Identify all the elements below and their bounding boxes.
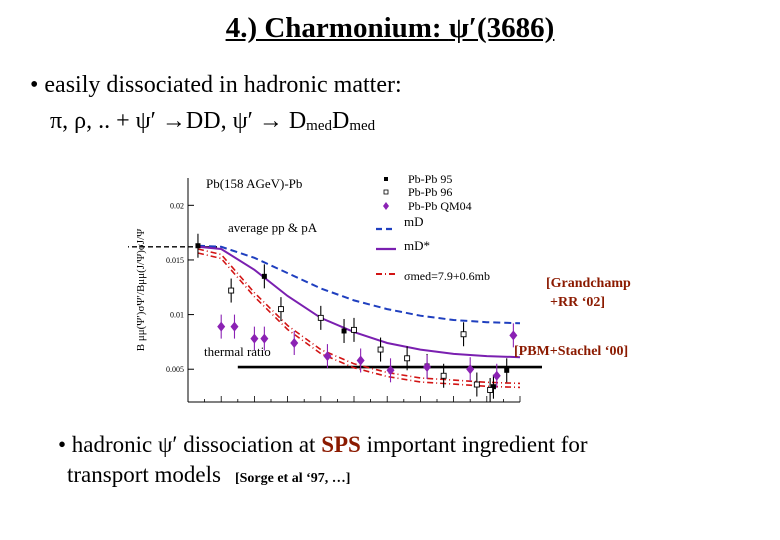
curve-dashed [197,244,521,325]
reference-pbm-stachel: [PBM+Stachel ‘00] [514,344,629,359]
point-pbpb96 [440,372,447,379]
y-ticks: 0.02 0.015 0.01 0.005 [166,201,521,402]
y-axis-label: B μμ(Ψ′)σΨ′/Bμμ(J/Ψ)σJ/Ψ [135,228,147,351]
sps-highlight: SPS [321,432,361,457]
point-qm04 [250,333,259,344]
point-pbpb96 [228,287,235,294]
thermal-ratio-label: thermal ratio [204,344,271,359]
transport-models-line: transport models [Sorge et al ‘97, …] [67,462,351,487]
legend-pbpb95: Pb-Pb 95 [408,172,452,186]
y-tick-label: 0.005 [166,365,184,374]
plot-background [128,160,546,408]
point-pbpb95 [341,328,347,334]
point-pbpb96 [404,355,411,362]
point-pbpb96 [473,381,480,388]
point-pbpb96 [351,326,357,333]
point-qm04 [423,362,432,373]
legend-pbpb96: Pb-Pb 96 [408,185,452,199]
point-qm04 [509,330,518,341]
data-points [195,233,518,402]
legend-marker-qm04 [383,202,389,210]
point-pbpb96 [317,314,324,321]
y-tick-label: 0.02 [170,201,184,210]
point-pbpb95 [490,384,496,390]
point-pbpb96 [460,331,467,338]
slide-title: 4.) Charmonium: ψ′(3686) [225,12,555,44]
point-qm04 [323,351,332,362]
point-pbpb95 [504,367,510,373]
curve-band-lower [197,252,521,389]
reference-sorge: [Sorge et al ‘97, …] [234,471,351,486]
point-qm04 [230,321,239,332]
reference-grandchamp-line1: [Grandchamp [546,276,631,291]
curve-dash-dot [197,248,521,385]
legend-marker-pbpb96 [383,189,389,195]
legend-mdstar: mD* [404,238,430,253]
point-qm04 [492,370,501,381]
y-tick-label: 0.01 [170,311,184,320]
bullet-dissociation: • easily dissociated in hadronic matter: [30,72,402,98]
legend-sigma: σmed=7.9+0.6mb [404,269,490,283]
legend: Pb-Pb 95 Pb-Pb 96 Pb-Pb QM04 mD mD* σmed… [376,172,490,283]
point-qm04 [356,355,365,366]
reference-grandchamp-line2: +RR ‘02] [550,295,606,310]
point-pbpb96 [487,387,494,393]
point-pbpb96 [278,306,284,313]
average-label: average pp & pA [228,220,318,235]
point-qm04 [466,364,475,375]
reference-grandchamp: [Grandchamp +RR ‘02] [546,274,631,312]
psi-prime-symbol: ψ′ [448,12,477,44]
point-qm04 [290,337,299,348]
psi-ratio-plot: 0.02 0.015 0.01 0.005 B μμ(Ψ′)σΨ′/Bμμ(J/Ψ)σ… [124,160,546,408]
bullet-sps: • hadronic ψ′ dissociation at SPS import… [58,432,588,457]
chart-title: Pb(158 AGeV)-Pb [206,176,302,191]
point-pbpb95 [261,273,267,279]
legend-md: mD [404,214,424,229]
point-qm04 [217,321,226,332]
point-pbpb96 [377,346,384,353]
legend-marker-pbpb95 [384,177,388,181]
point-pbpb95 [195,243,201,249]
reaction-line: π, ρ, .. + ψ′ →DD, ψ′ → DmedDmed [50,108,376,134]
y-tick-label: 0.015 [166,256,184,265]
legend-pbpb-qm04: Pb-Pb QM04 [408,199,472,213]
chart-svg: 0.02 0.015 0.01 0.005 B μμ(Ψ′)σΨ′/Bμμ(J/Ψ)σ… [124,160,546,408]
point-qm04 [260,333,269,344]
point-qm04 [386,365,395,376]
